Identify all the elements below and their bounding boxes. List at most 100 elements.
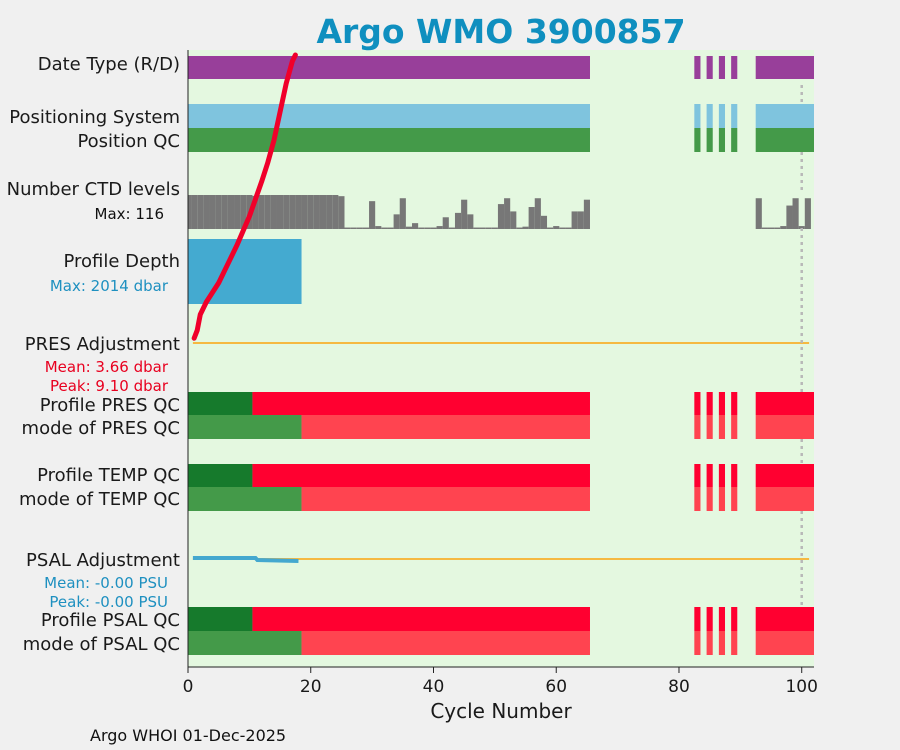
temp-qc-profile-bad-4 — [731, 464, 738, 487]
positioning-system-bars — [188, 104, 814, 128]
temp-qc-mode-good — [188, 487, 302, 511]
psal-qc-mode-bad-1 — [694, 631, 701, 655]
x-tick-label-20: 20 — [300, 677, 322, 697]
ctd-bar-6 — [221, 195, 228, 229]
label-psal-peak: Peak: -0.00 PSU — [49, 593, 168, 611]
date-type-bar-5 — [755, 56, 814, 79]
date-type-bar-0 — [188, 56, 590, 79]
ctd-bar-61 — [559, 227, 566, 229]
x-axis-label: Cycle Number — [430, 699, 572, 723]
label-profile-depth: Profile Depth — [63, 251, 180, 272]
pres-qc-mode-bad-1 — [694, 415, 701, 439]
ctd-bar-65 — [583, 199, 590, 229]
label-profile-temp-qc: Profile TEMP QC — [37, 465, 180, 486]
psal-qc-profile-bad-0 — [252, 607, 590, 631]
ctd-bar-1 — [191, 195, 198, 229]
pres-qc-profile-bad-0 — [252, 392, 590, 415]
ctd-bar-60 — [553, 226, 560, 229]
ctd-bar-59 — [547, 227, 554, 229]
ctd-bar-5 — [215, 195, 222, 229]
ctd-bar-51 — [497, 204, 505, 229]
ctd-bar-98 — [786, 205, 793, 229]
ctd-bar-99 — [792, 198, 799, 229]
label-positioning-system: Positioning System — [9, 107, 180, 128]
ctd-bar-25 — [338, 196, 345, 229]
label-date-type: Date Type (R/D) — [38, 54, 180, 75]
ctd-bar-29 — [362, 227, 370, 229]
x-tick-label-60: 60 — [545, 677, 567, 697]
ctd-bar-31 — [375, 226, 382, 229]
psal-qc-mode-bad-0 — [301, 631, 590, 655]
x-tick-label-80: 80 — [668, 677, 690, 697]
label-mode-pres-qc: mode of PRES QC — [22, 418, 180, 439]
psal-qc-mode-good — [188, 631, 302, 655]
psal-adjustment-series — [192, 556, 299, 563]
date-type-bar-1 — [694, 56, 701, 79]
label-psal-mean: Mean: -0.00 PSU — [44, 574, 168, 592]
ctd-bar-32 — [381, 227, 388, 229]
pres-qc-mode-bad-4 — [731, 415, 738, 439]
ctd-bar-52 — [504, 198, 511, 229]
temp-qc-profile-bad-0 — [252, 464, 590, 487]
positioning-system-bar-0 — [188, 104, 590, 128]
pres-qc-profile-bad-4 — [731, 392, 738, 415]
psal-qc-mode-bad-5 — [755, 631, 814, 655]
ctd-bar-35 — [399, 198, 406, 229]
ctd-bar-3 — [203, 195, 210, 229]
positioning-system-bar-2 — [706, 104, 713, 128]
temp-qc-profile-good — [188, 464, 253, 487]
ctd-bar-40 — [430, 227, 437, 229]
ctd-bar-37 — [412, 223, 419, 229]
temp-qc-mode-bad-5 — [755, 487, 814, 511]
ctd-bar-28 — [356, 227, 363, 229]
temp-qc-profile-bad-1 — [694, 464, 701, 487]
label-depth-max: Max: 2014 dbar — [50, 277, 169, 295]
ctd-bar-22 — [319, 195, 327, 229]
pres-qc-mode-bad-0 — [301, 415, 590, 439]
ctd-bar-18 — [295, 195, 302, 229]
label-ctd-max: Max: 116 — [95, 205, 164, 223]
chart-title: Argo WMO 3900857 — [316, 12, 685, 51]
ctd-bar-21 — [313, 195, 320, 229]
label-pres-mean: Mean: 3.66 dbar — [45, 358, 169, 376]
ctd-bar-2 — [197, 195, 204, 229]
ctd-bar-39 — [424, 227, 431, 229]
ctd-bar-14 — [270, 195, 277, 229]
ctd-bar-96 — [774, 227, 781, 229]
pres-qc-mode-bad-2 — [706, 415, 713, 439]
ctd-bar-48 — [479, 227, 486, 229]
ctd-bar-41 — [436, 226, 443, 229]
ctd-bar-94 — [761, 227, 768, 229]
ctd-bar-23 — [326, 195, 333, 229]
psal-qc-mode-bad-3 — [718, 631, 726, 655]
ctd-bar-64 — [577, 211, 584, 229]
position-qc-bar-0 — [188, 128, 590, 152]
ctd-bar-42 — [442, 217, 449, 229]
ctd-bar-7 — [227, 195, 235, 229]
ctd-bar-50 — [491, 227, 498, 229]
ctd-bar-11 — [252, 195, 259, 229]
ctd-bar-0 — [188, 195, 192, 229]
positioning-system-bar-1 — [694, 104, 701, 128]
pres-qc-profile-bad-5 — [755, 392, 814, 415]
pres-qc-mode-bad-3 — [718, 415, 726, 439]
ctd-bar-44 — [454, 212, 462, 229]
position-qc-bar-2 — [706, 128, 713, 152]
ctd-bar-4 — [209, 195, 216, 229]
ctd-bar-49 — [485, 227, 492, 229]
position-qc-bar-5 — [755, 128, 814, 152]
ctd-bar-12 — [258, 195, 265, 229]
ctd-bar-56 — [528, 207, 535, 229]
ctd-bar-93 — [755, 198, 762, 229]
ctd-bar-46 — [467, 214, 474, 229]
psal-qc-profile-good — [188, 607, 253, 631]
position-qc-bar-1 — [694, 128, 701, 152]
ctd-bar-55 — [522, 226, 529, 229]
pres-qc-profile-bad-2 — [706, 392, 713, 415]
x-tick-label-40: 40 — [423, 677, 445, 697]
ctd-bar-9 — [240, 195, 247, 229]
label-pres-adjustment: PRES Adjustment — [25, 334, 180, 355]
ctd-bar-34 — [393, 214, 400, 229]
ctd-bar-26 — [344, 227, 351, 229]
ctd-bar-38 — [418, 227, 425, 229]
